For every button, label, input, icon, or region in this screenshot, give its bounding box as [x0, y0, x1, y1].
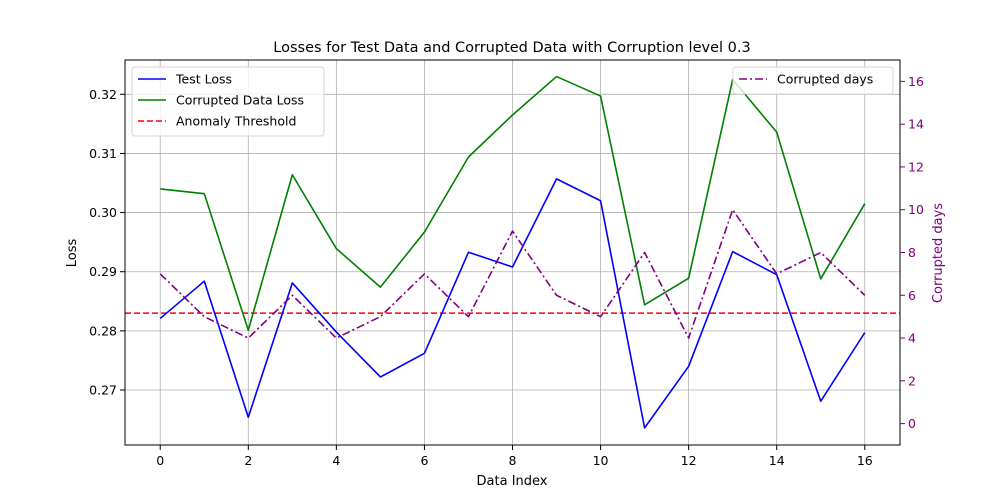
x-tick-label: 10 [593, 453, 609, 468]
x-tick-label: 4 [332, 453, 340, 468]
y2-tick-label: 12 [908, 159, 924, 174]
x-axis-label: Data Index [477, 474, 548, 489]
y2-tick-label: 10 [908, 202, 924, 217]
legend-right-label: Corrupted days [777, 72, 873, 87]
y2-axis-ticks: 0 2 4 6 8 10 12 14 16 [900, 74, 924, 431]
y-tick-label: 0.32 [89, 87, 117, 102]
legend-left-label: Corrupted Data Loss [176, 93, 304, 108]
x-axis-ticks: 0 2 4 6 8 10 12 14 16 [156, 445, 873, 468]
y-tick-label: 0.30 [89, 205, 117, 220]
x-tick-label: 16 [857, 453, 873, 468]
series-test-loss-line [159, 178, 866, 429]
y-axis-label: Loss [65, 239, 80, 268]
x-tick-label: 0 [156, 453, 164, 468]
series-corrupted-days-line [159, 208, 866, 339]
x-tick-label: 2 [244, 453, 252, 468]
series-layer [159, 75, 866, 429]
legend-left-label: Anomaly Threshold [176, 114, 296, 129]
y2-tick-label: 6 [908, 288, 916, 303]
y2-tick-label: 0 [908, 416, 916, 431]
y2-tick-label: 8 [908, 245, 916, 260]
chart-title: Losses for Test Data and Corrupted Data … [273, 40, 750, 56]
x-tick-label: 8 [509, 453, 517, 468]
legend-left-box [131, 66, 325, 137]
y-axis-ticks: 0.27 0.28 0.29 0.30 0.31 0.32 [89, 87, 125, 398]
x-tick-label: 6 [420, 453, 428, 468]
y-tick-label: 0.31 [89, 146, 117, 161]
legend-right-box [732, 66, 894, 95]
x-tick-label: 12 [681, 453, 697, 468]
y2-tick-label: 2 [908, 373, 916, 388]
grid-lines [125, 60, 900, 445]
legend-left-label: Test Loss [175, 72, 232, 87]
y-tick-label: 0.29 [89, 264, 117, 279]
legend-left: Test Loss Corrupted Data Loss Anomaly Thre… [131, 66, 325, 137]
y-tick-label: 0.27 [89, 383, 117, 398]
y2-tick-label: 14 [908, 117, 924, 132]
y2-axis-label: Corrupted days [931, 203, 946, 303]
x-tick-label: 14 [769, 453, 785, 468]
legend-right: Corrupted days [732, 66, 894, 95]
series-corrupted-data-loss-line [160, 75, 866, 332]
y2-tick-label: 4 [908, 331, 916, 346]
y-tick-label: 0.28 [89, 323, 117, 338]
y2-tick-label: 16 [908, 74, 924, 89]
